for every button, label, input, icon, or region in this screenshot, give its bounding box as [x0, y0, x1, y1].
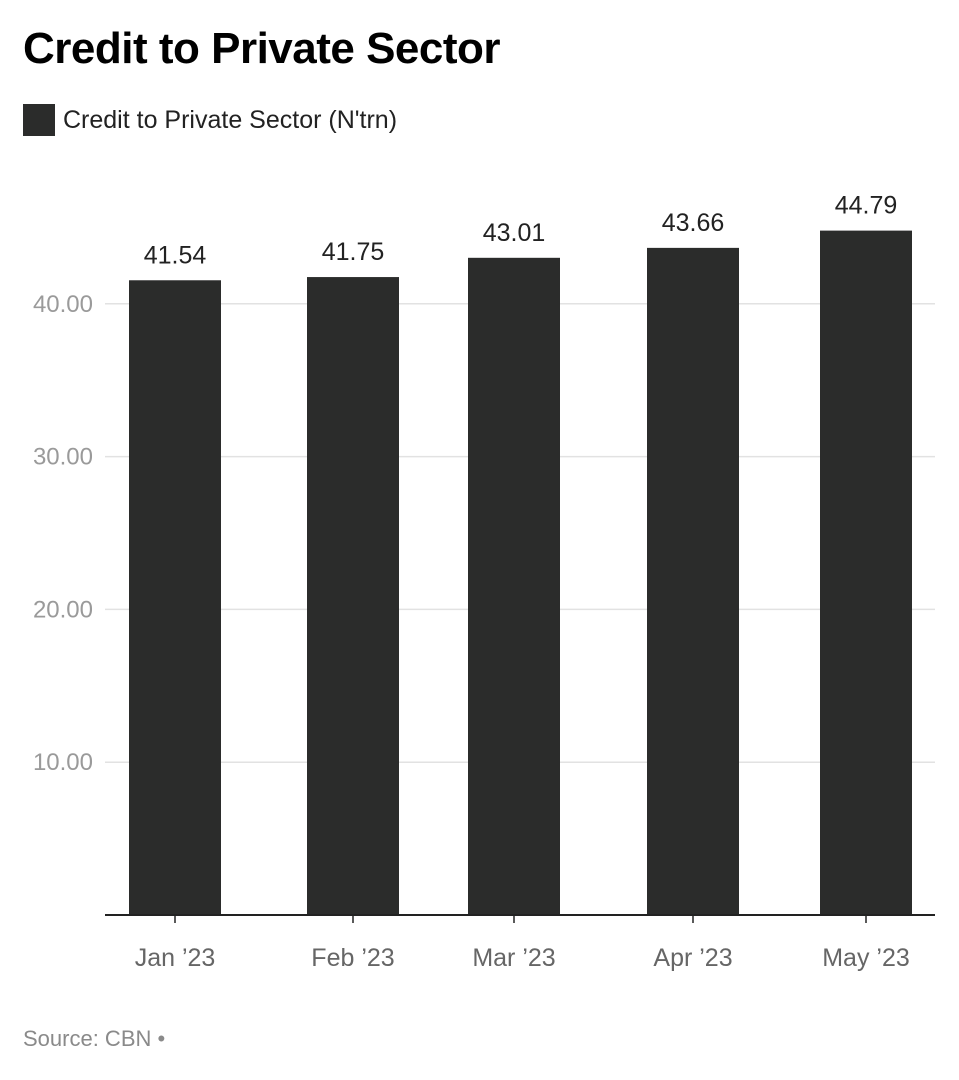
legend: Credit to Private Sector (N'trn): [23, 104, 397, 136]
bar-value-label: 43.01: [483, 219, 546, 247]
bar-value-label: 43.66: [662, 209, 725, 237]
bar: [468, 257, 560, 915]
legend-swatch: [23, 104, 55, 136]
x-tick-label: Apr ’23: [653, 944, 732, 972]
y-tick-label: 40.00: [33, 291, 93, 318]
bar: [307, 277, 399, 915]
bar-value-label: 41.75: [322, 238, 385, 266]
x-tick-label: Jan ’23: [135, 944, 216, 972]
bar-chart: 10.00 20.00 30.00 40.00 41.54 41.75 43.01 43.66…: [33, 192, 935, 972]
source-note: Source: CBN •: [23, 1026, 166, 1051]
bar: [820, 230, 912, 916]
y-tick-label: 10.00: [33, 749, 93, 776]
chart-title: Credit to Private Sector: [23, 24, 501, 73]
x-tick-label: Feb ’23: [311, 944, 394, 972]
legend-label: Credit to Private Sector (N'trn): [63, 105, 398, 134]
x-tick-label: May ’23: [822, 944, 910, 972]
y-tick-label: 20.00: [33, 596, 93, 623]
bar: [129, 280, 221, 915]
bar-value-label: 41.54: [144, 241, 207, 269]
x-tick-label: Mar ’23: [472, 944, 555, 972]
bar: [647, 247, 739, 916]
bar-value-label: 44.79: [835, 192, 898, 220]
y-tick-label: 30.00: [33, 444, 93, 471]
